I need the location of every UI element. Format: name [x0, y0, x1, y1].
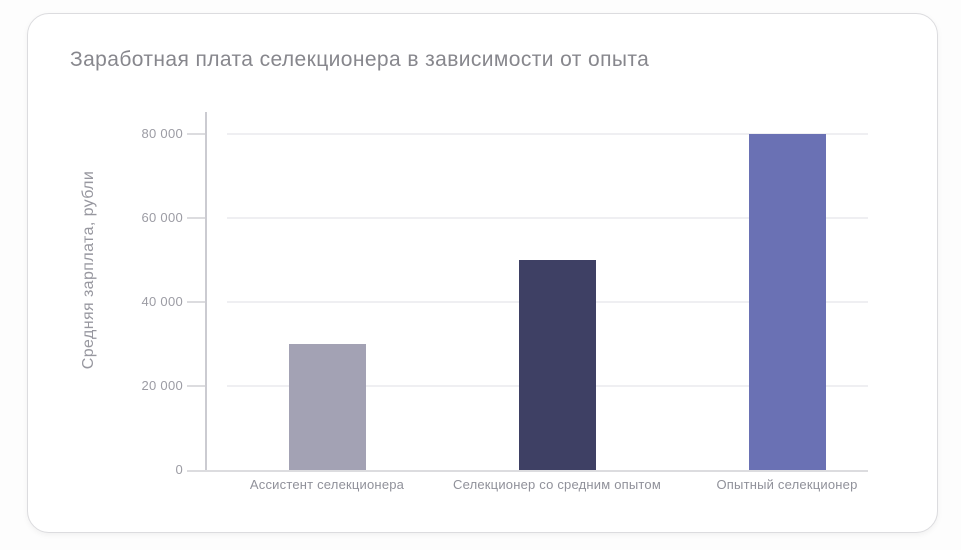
bar	[518, 260, 596, 470]
y-tick-label: 80 000	[141, 126, 183, 141]
y-tick-label: 0	[175, 462, 183, 477]
y-gridline	[227, 217, 868, 219]
bar	[288, 344, 366, 470]
x-axis-line	[187, 470, 868, 472]
category-label: Селекционер со средним опытом	[452, 477, 662, 492]
y-tick	[187, 385, 205, 387]
chart-title: Заработная плата селекционера в зависимо…	[70, 48, 650, 71]
bar	[748, 134, 826, 470]
y-tick-label: 60 000	[141, 210, 183, 225]
y-gridline	[227, 133, 868, 135]
y-tick-label: 20 000	[141, 378, 183, 393]
y-tick	[187, 301, 205, 303]
category-label: Ассистент селекционера	[249, 477, 405, 492]
y-axis-line	[205, 112, 207, 470]
y-tick-label: 40 000	[141, 294, 183, 309]
y-tick	[187, 217, 205, 219]
y-tick	[187, 133, 205, 135]
y-axis-title: Средняя зарплата, рубли	[80, 170, 97, 370]
category-label: Опытный селекционер	[716, 477, 858, 492]
